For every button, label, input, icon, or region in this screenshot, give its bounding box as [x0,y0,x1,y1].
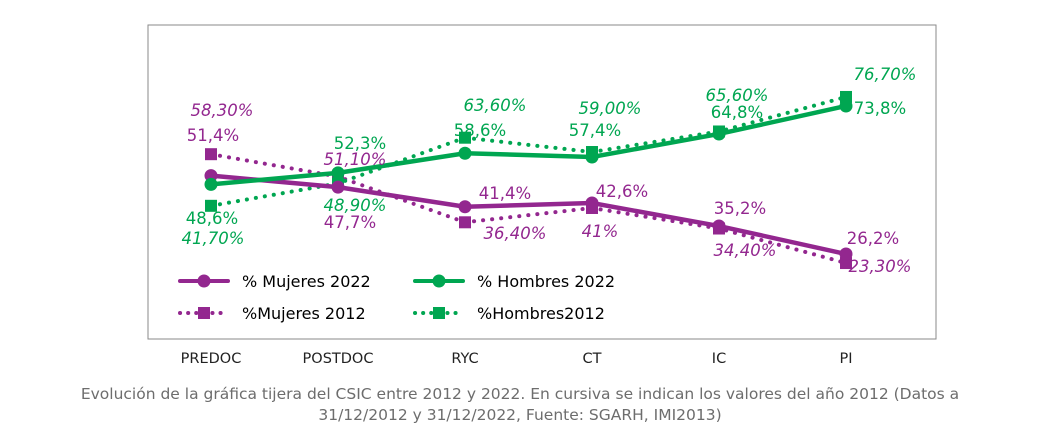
x-tick-label: PREDOC [181,351,242,367]
data-point [712,219,726,233]
legend-label: %Mujeres 2012 [242,304,366,323]
data-label: 41,70% [182,229,245,248]
legend-marker [433,307,445,319]
data-label: 73,8% [854,99,906,118]
data-label: 57,4% [569,121,621,140]
data-point [840,90,852,103]
data-label: 64,8% [711,103,763,122]
data-label: 48,6% [186,209,238,228]
caption-line-2: 31/12/2012 y 31/12/2022, Fuente: SGARH, … [318,406,722,424]
data-point [585,150,599,164]
data-label: 58,30% [191,101,254,120]
x-tick-label: POSTDOC [303,351,374,367]
data-label: 35,2% [714,199,766,218]
data-label: 51,4% [187,126,239,145]
data-label: 51,10% [324,150,387,169]
data-label: 26,2% [847,229,899,248]
data-point [331,166,345,180]
data-label: 58,6% [454,121,506,140]
scissors-chart: 51,4% 47,7% 41,4% 42,6% 35,2% 26,2% 48,6% 52,3%… [147,24,937,367]
data-point [585,196,599,210]
data-point [459,216,471,229]
data-point [204,177,218,191]
data-point [331,180,345,194]
data-point [712,127,726,141]
data-label: 65,60% [706,86,769,105]
x-tick-label: RYC [451,351,478,367]
data-label: 42,6% [596,182,648,201]
data-label: 34,40% [714,241,777,260]
data-point [839,99,853,113]
data-label: 36,40% [484,224,547,243]
series-line-0 [208,173,849,257]
x-tick-label: PI [839,351,852,367]
series-line-1 [208,103,849,187]
x-tick-label: IC [712,351,726,367]
data-label: 48,90% [324,196,387,215]
legend-marker [197,274,211,288]
data-label: 59,00% [579,99,642,118]
data-point [205,148,217,161]
data-label: 23,30% [849,257,912,276]
plot-frame [147,24,937,340]
data-point [840,257,852,270]
legend-label: % Mujeres 2022 [242,272,371,291]
legend-label: % Hombres 2022 [477,272,615,291]
data-label: 76,70% [854,65,917,84]
data-label: 52,3% [334,134,386,153]
caption-line-1: Evolución de la gráfica tijera del CSIC … [80,385,960,403]
data-label: 41,4% [479,184,531,203]
x-tick-label: CT [583,351,602,367]
data-point [458,200,472,214]
data-label: 47,7% [324,213,376,232]
legend-label: %Hombres2012 [477,304,605,323]
data-point [458,146,472,160]
data-point [839,247,853,261]
legend-marker [198,307,210,319]
data-point [205,199,217,212]
data-point [459,131,471,144]
data-label: 63,60% [464,96,527,115]
legend-marker [432,274,446,288]
data-label: 41% [582,222,619,241]
